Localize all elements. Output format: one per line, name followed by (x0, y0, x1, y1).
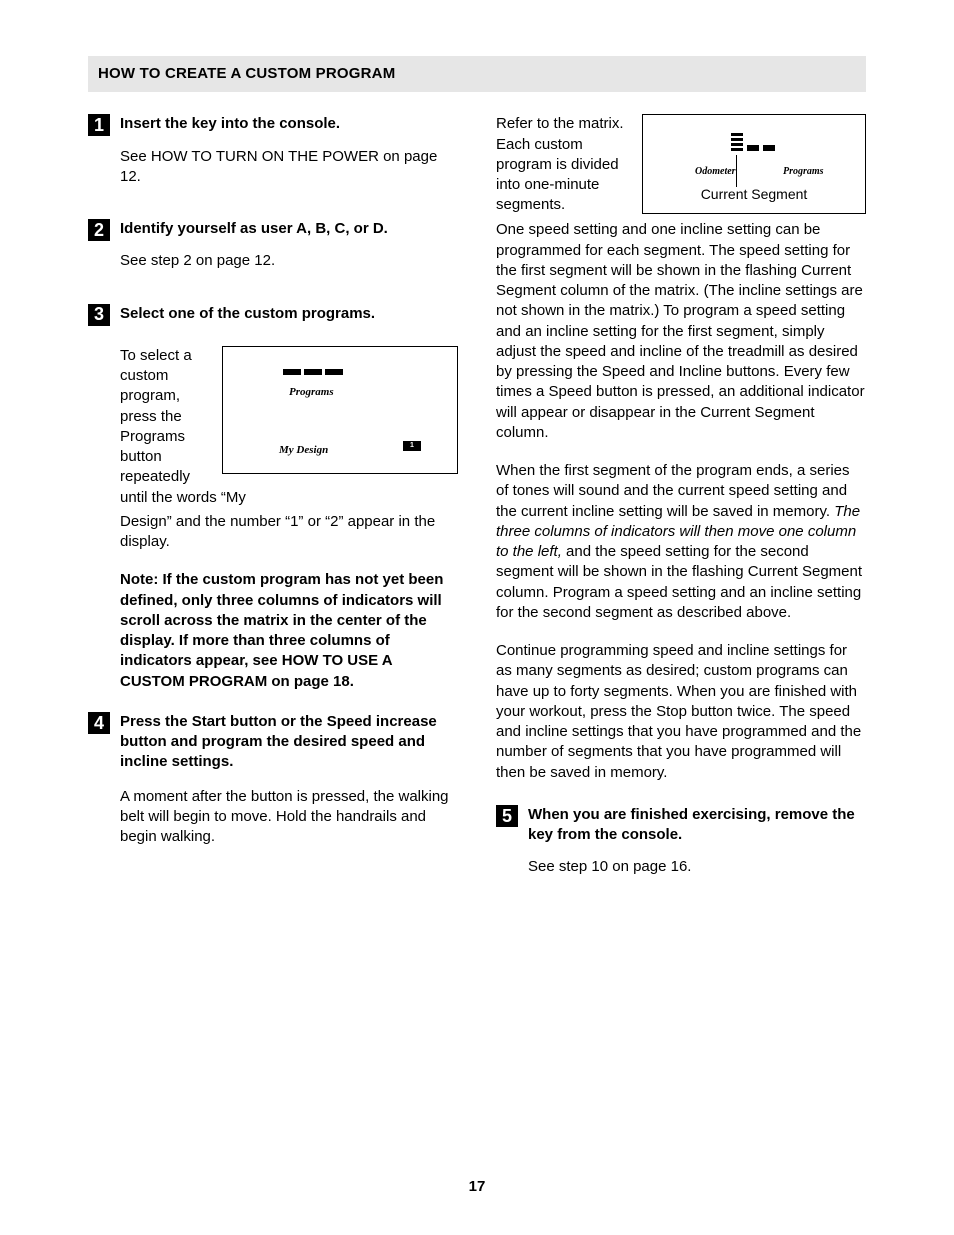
step-number-box: 4 (88, 712, 110, 734)
step-body: Identify yourself as user A, B, C, or D.… (120, 219, 458, 286)
bar-col (731, 133, 743, 151)
figure-label-programs: Programs (289, 385, 334, 400)
step-number-box: 1 (88, 114, 110, 136)
figure-programs-display: Programs My Design 1 (222, 346, 458, 474)
figure-label-odometer: Odometer (695, 165, 736, 179)
step-number-box: 2 (88, 219, 110, 241)
step-body: Insert the key into the console. See HOW… (120, 114, 458, 201)
step-1: 1 Insert the key into the console. See H… (88, 114, 458, 201)
left-column: 1 Insert the key into the console. See H… (88, 114, 458, 909)
step-5-text: See step 10 on page 16. (528, 857, 866, 877)
step-4-p4: Continue programming speed and incline s… (496, 641, 866, 783)
two-column-layout: 1 Insert the key into the console. See H… (88, 114, 866, 909)
section-header: HOW TO CREATE A CUSTOM PROGRAM (88, 56, 866, 92)
figure-label-programs-2: Programs (783, 165, 824, 179)
p3-a: When the first segment of the program en… (496, 462, 850, 520)
step-4-p2a: Refer to the matrix. Each custom program… (496, 115, 624, 213)
step-4-p2b: One speed setting and one incline settin… (496, 220, 866, 443)
figure-label-my-design: My Design (279, 443, 328, 458)
matrix-columns-icon (731, 133, 775, 151)
step-4: 4 Press the Start button or the Speed in… (88, 712, 458, 862)
page-number: 17 (0, 1177, 954, 1197)
step-text: See HOW TO TURN ON THE POWER on page 12. (120, 147, 458, 188)
step-4-p1: A moment after the button is pressed, th… (120, 787, 458, 848)
step-number-box: 3 (88, 304, 110, 326)
figure-matrix: Odometer Programs Current Segment (642, 114, 866, 214)
right-column: Odometer Programs Current Segment Refer … (496, 114, 866, 909)
step-3: 3 Select one of the custom programs. (88, 304, 458, 336)
figure-digit-indicator: 1 (403, 441, 421, 451)
step-number-box: 5 (496, 805, 518, 827)
bar-col (763, 145, 775, 151)
bar-col (747, 145, 759, 151)
step-text: See step 2 on page 12. (120, 251, 458, 271)
step-title: Select one of the custom programs. (120, 304, 458, 324)
step-2: 2 Identify yourself as user A, B, C, or … (88, 219, 458, 286)
step-4-p3: When the first segment of the program en… (496, 461, 866, 623)
step-5: 5 When you are finished exercising, remo… (496, 805, 866, 892)
step-body: Press the Start button or the Speed incr… (120, 712, 458, 862)
pointer-line (736, 155, 737, 187)
step-3-text-b: Design” and the number “1” or “2” appear… (120, 512, 458, 553)
step-body: Select one of the custom programs. (120, 304, 458, 336)
step-title: When you are finished exercising, remove… (528, 805, 866, 846)
step-title: Press the Start button or the Speed incr… (120, 712, 458, 773)
step-3-note: Note: If the custom program has not yet … (120, 570, 458, 692)
figure-caption: Current Segment (643, 185, 865, 204)
step-title: Insert the key into the console. (120, 114, 458, 134)
step-title: Identify yourself as user A, B, C, or D. (120, 219, 458, 239)
figure-digit: 1 (410, 441, 414, 450)
step-3-flow: Programs My Design 1 To select a custom … (120, 346, 458, 508)
step-body: When you are finished exercising, remove… (528, 805, 866, 892)
step-4-matrix-flow: Odometer Programs Current Segment Refer … (496, 114, 866, 218)
matrix-bars-icon (283, 369, 343, 375)
